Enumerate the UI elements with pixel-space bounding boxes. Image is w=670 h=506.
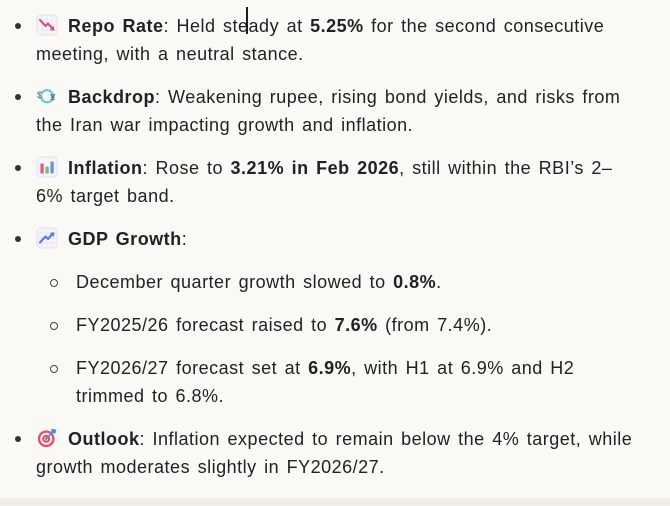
bullet-list: Repo Rate: Held steady at 5.25% for the … [0,12,670,481]
text-segment: : Held steady at [163,16,311,36]
bar-chart-icon [36,156,58,178]
text-segment: : Weakening rupee, rising bond yields, a… [36,87,621,135]
text-segment: : [181,229,188,249]
text-segment: 0.8% [393,272,437,292]
text-segment: for the second consecutive meeting, with… [36,16,605,64]
direct-hit-icon [36,427,58,449]
text-segment: 7.6% [334,315,378,335]
list-item-repo-rate: Repo Rate: Held steady at 5.25% for the … [15,12,634,68]
text-segment: 3.21% in Feb 2026 [230,158,400,178]
text-segment: Outlook [68,429,140,449]
message-body: Repo Rate: Held steady at 5.25% for the … [0,12,670,481]
text-segment: Repo Rate [68,16,164,36]
list-item-gdp-growth: GDP Growth: December quarter growth slow… [15,225,634,410]
chart-increasing-icon [36,227,58,249]
text-segment: (from 7.4%). [377,315,493,335]
currency-exchange-icon: $ ¥ [36,85,58,107]
svg-text:¥: ¥ [50,93,56,103]
text-segment: GDP Growth [68,229,182,249]
svg-text:$: $ [37,90,43,100]
text-segment: 6.9% [308,358,352,378]
list-item-backdrop: $ ¥ Backdrop: Weakening rupee, rising bond… [15,83,634,139]
text-segment: , with H1 at 6.9% and H2 trimmed to 6.8%… [76,358,575,406]
text-segment: . [436,272,442,292]
sub-item-december-quarter: December quarter growth slowed to 0.8%. [50,268,634,296]
text-segment: FY2025/26 forecast raised to [76,315,335,335]
bottom-panel-edge [0,498,670,506]
sub-item-fy2026-27: FY2026/27 forecast set at 6.9%, with H1 … [50,354,634,410]
text-segment: FY2026/27 forecast set at [76,358,309,378]
text-cursor [246,7,248,34]
text-segment: Inflation [68,158,143,178]
text-segment: December quarter growth slowed to [76,272,394,292]
text-segment: : Inflation expected to remain below the… [36,429,633,477]
text-segment: , still within the RBI’s 2–6% target ban… [36,158,613,206]
text-segment: : Rose to [142,158,231,178]
sub-bullet-list: December quarter growth slowed to 0.8%. … [36,268,634,410]
text-segment: Backdrop [68,87,156,107]
list-item-outlook: Outlook: Inflation expected to remain be… [15,425,634,481]
sub-item-fy2025-26: FY2025/26 forecast raised to 7.6% (from … [50,311,634,339]
chart-decreasing-icon [36,14,58,36]
text-segment: 5.25% [310,16,364,36]
list-item-inflation: Inflation: Rose to 3.21% in Feb 2026, st… [15,154,634,210]
